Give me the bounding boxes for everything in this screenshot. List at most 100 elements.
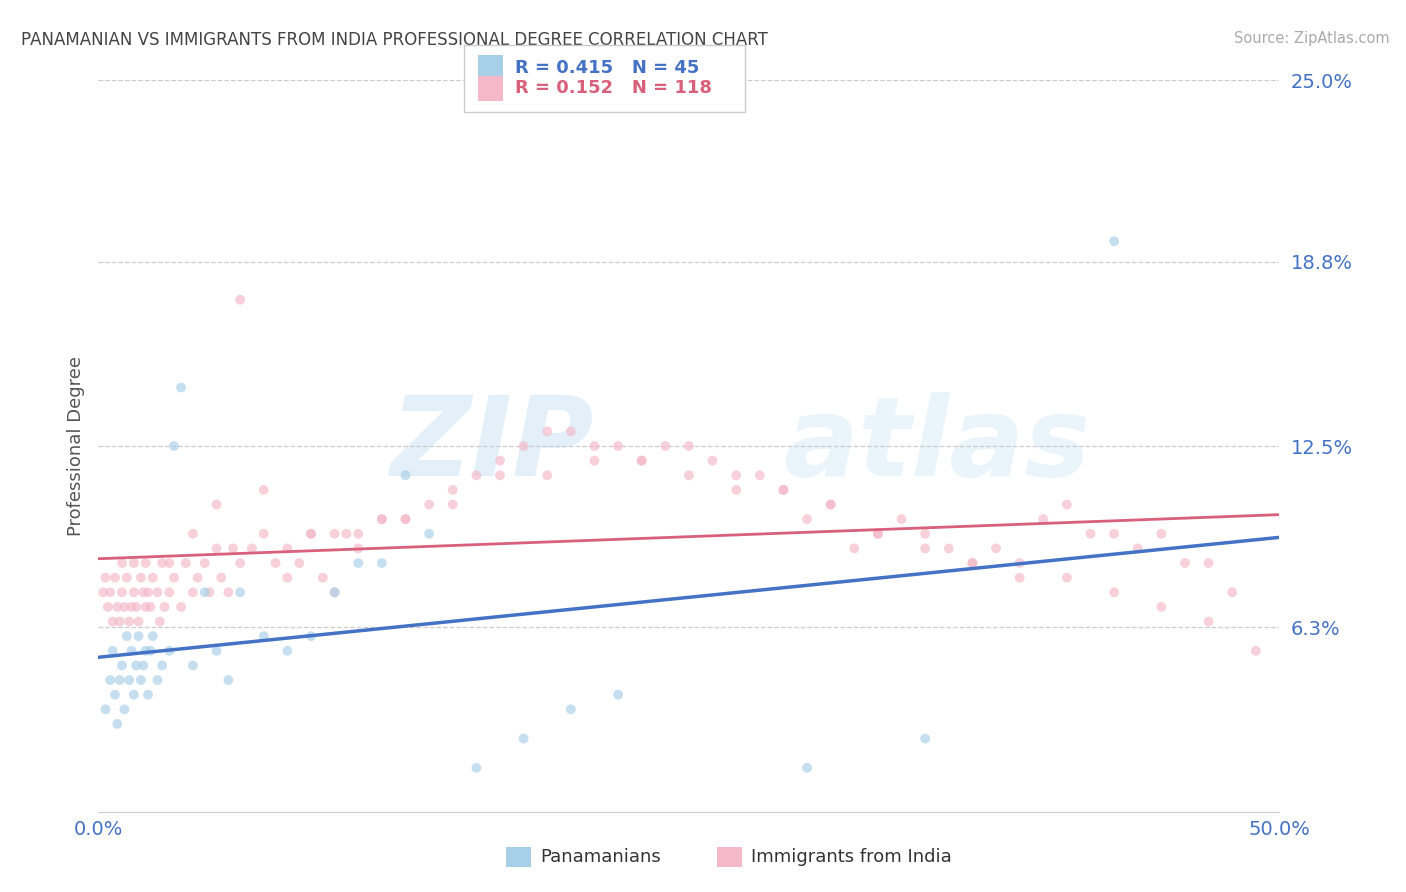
Point [725,468,748,483]
Point [371,512,394,526]
Point [118,673,141,687]
Point [101,615,124,629]
Point [125,599,148,614]
Point [702,453,724,467]
Point [194,556,217,570]
Point [1080,526,1102,541]
Point [253,629,276,643]
Point [205,644,228,658]
Point [121,644,143,658]
Point [229,556,252,570]
Point [1220,585,1243,599]
Point [536,425,558,439]
Point [198,585,221,599]
Point [174,556,197,570]
Point [118,615,141,629]
Point [914,541,936,556]
Point [678,439,700,453]
Text: atlas: atlas [783,392,1091,500]
Point [1102,234,1125,248]
Point [844,541,866,556]
Point [94,571,117,585]
Point [108,615,131,629]
Point [108,673,131,687]
Point [914,526,936,541]
Point [772,483,794,497]
Text: ZIP: ZIP [391,392,595,500]
Point [371,556,394,570]
Point [122,688,145,702]
Point [347,556,370,570]
Point [299,526,322,541]
Point [115,571,138,585]
Point [418,498,440,512]
Text: R = 0.152   N = 118: R = 0.152 N = 118 [515,79,711,97]
Point [984,541,1007,556]
Point [104,688,127,702]
Point [312,571,335,585]
Point [112,599,135,614]
Point [583,439,606,453]
Point [1102,526,1125,541]
Point [264,556,287,570]
Point [157,585,180,599]
Point [630,453,652,467]
Point [1198,615,1220,629]
Point [112,702,135,716]
Point [347,526,370,541]
Point [938,541,960,556]
Point [135,644,157,658]
Point [607,439,630,453]
Point [136,585,159,599]
Point [217,673,239,687]
Point [288,556,311,570]
Point [181,658,204,673]
Point [962,556,984,570]
Point [347,541,370,556]
Point [820,498,842,512]
Text: PANAMANIAN VS IMMIGRANTS FROM INDIA PROFESSIONAL DEGREE CORRELATION CHART: PANAMANIAN VS IMMIGRANTS FROM INDIA PROF… [21,31,768,49]
Point [125,658,148,673]
Point [170,599,193,614]
Point [630,453,652,467]
Point [962,556,984,570]
Point [441,483,464,497]
Point [465,468,488,483]
Point [157,556,180,570]
Point [465,761,488,775]
Point [394,512,416,526]
Text: Panamanians: Panamanians [540,848,661,866]
Point [560,425,582,439]
Point [276,644,298,658]
Point [489,453,512,467]
Point [97,599,120,614]
Point [139,599,162,614]
Point [512,439,534,453]
Point [1126,541,1149,556]
Point [796,761,818,775]
Point [394,468,416,483]
Point [146,673,169,687]
Point [91,585,114,599]
Point [1174,556,1197,570]
Point [1198,556,1220,570]
Point [157,644,180,658]
Point [181,585,204,599]
Point [1056,571,1078,585]
Text: Immigrants from India: Immigrants from India [751,848,952,866]
Point [129,673,152,687]
Point [796,512,818,526]
Point [146,585,169,599]
Point [299,629,322,643]
Point [205,498,228,512]
Point [914,731,936,746]
Point [209,571,232,585]
Point [181,526,204,541]
Point [163,439,186,453]
Point [187,571,209,585]
Point [142,571,165,585]
Point [866,526,889,541]
Point [205,541,228,556]
Point [128,629,150,643]
Point [1102,585,1125,599]
